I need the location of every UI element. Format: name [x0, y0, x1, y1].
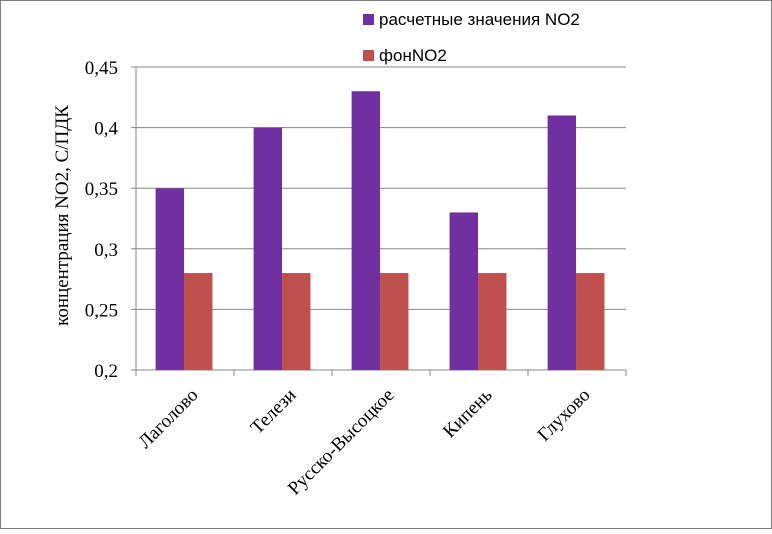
legend-label-1: фонNO2: [379, 46, 447, 65]
bar-calculated-2: [351, 91, 381, 371]
bars: [155, 91, 605, 371]
y-tick-label: 0,35: [85, 179, 118, 200]
bar-background-2: [380, 273, 409, 370]
y-tick-label: 0,25: [85, 300, 118, 321]
y-axis-label: концентрация NO2, С/ПДК: [52, 105, 73, 326]
y-tick-label: 0,2: [94, 361, 118, 382]
legend-swatch-0: [363, 14, 374, 25]
bar-background-4: [576, 273, 605, 370]
legend: расчетные значения NO2 фонNO2: [363, 10, 580, 65]
legend-swatch-1: [363, 50, 374, 61]
bar-calculated-0: [155, 188, 185, 370]
grid-lines: [136, 66, 626, 310]
y-tick-label: 0,4: [94, 119, 118, 140]
bar-background-3: [478, 273, 507, 370]
bar-background-0: [184, 273, 213, 370]
y-tick-label: 0,45: [85, 58, 118, 79]
bar-calculated-4: [547, 115, 577, 370]
bar-background-1: [282, 273, 311, 370]
bar-calculated-3: [449, 212, 479, 370]
bar-calculated-1: [253, 127, 283, 370]
y-tick-label: 0,3: [94, 240, 118, 261]
legend-label-0: расчетные значения NO2: [379, 10, 580, 29]
